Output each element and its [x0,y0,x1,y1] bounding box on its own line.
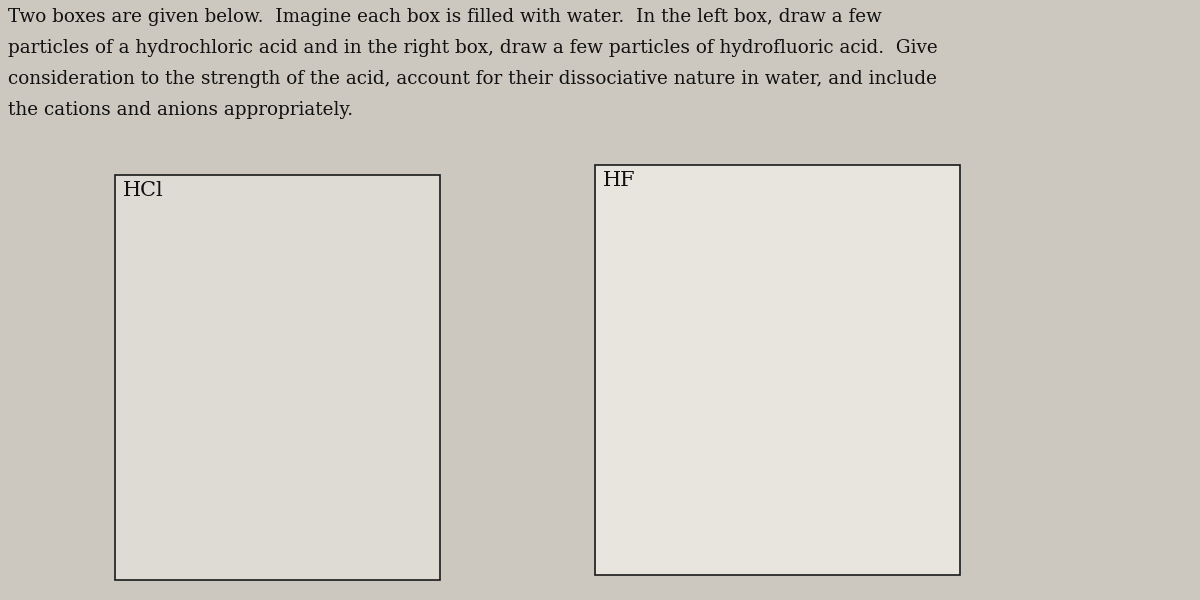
Bar [115,175,440,580]
Text: HCl: HCl [124,181,163,200]
Text: Two boxes are given below.  Imagine each box is filled with water.  In the left : Two boxes are given below. Imagine each … [8,8,882,26]
Text: HF: HF [604,171,636,190]
Text: particles of a hydrochloric acid and in the right box, draw a few particles of h: particles of a hydrochloric acid and in … [8,39,937,57]
Text: consideration to the strength of the acid, account for their dissociative nature: consideration to the strength of the aci… [8,70,937,88]
Bar [595,165,960,575]
Text: the cations and anions appropriately.: the cations and anions appropriately. [8,101,353,119]
